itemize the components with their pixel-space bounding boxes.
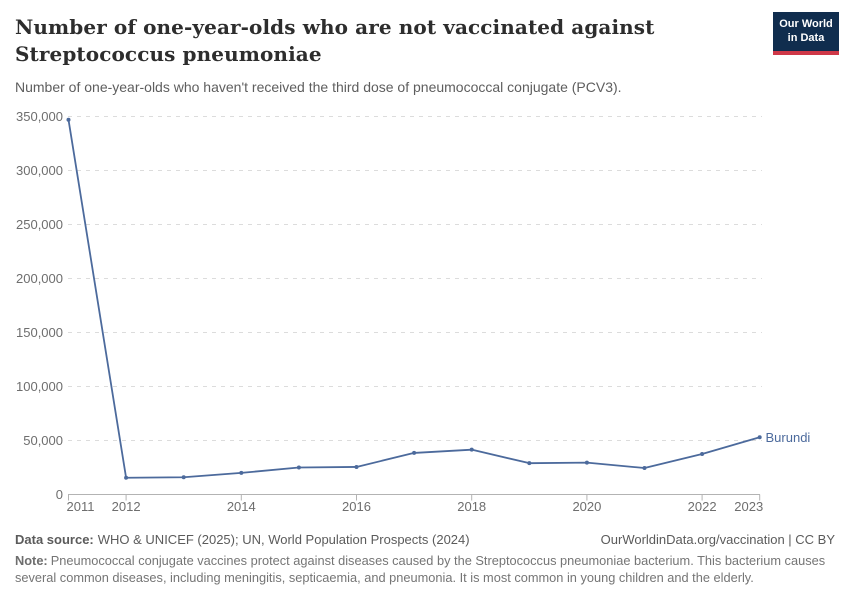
data-source-label: Data source: (15, 532, 94, 547)
y-tick-label: 150,000 (16, 325, 63, 340)
y-tick-label: 200,000 (16, 271, 63, 286)
data-point (296, 465, 301, 470)
note-label: Note: (15, 553, 48, 569)
line-chart: 0 50,000 100,000 150,000 200,000 250,000 300,0… (16, 109, 811, 514)
chart-footer: Data source: WHO & UNICEF (2025); UN, Wor… (15, 531, 835, 586)
data-point (354, 464, 359, 469)
x-tick-label: 2012 (112, 499, 141, 514)
y-tick-label: 350,000 (16, 109, 63, 124)
page-title: Number of one-year-olds who are not vacc… (15, 15, 655, 66)
data-source: Data source: WHO & UNICEF (2025); UN, Wor… (15, 531, 470, 549)
x-tick-label: 2014 (227, 499, 256, 514)
x-tick-label: 2018 (457, 499, 486, 514)
data-point (239, 470, 244, 475)
data-point (469, 447, 474, 452)
owid-citation-link[interactable]: OurWorldinData.org/vaccination | CC BY (600, 532, 835, 547)
chart-subtitle: Number of one-year-olds who haven't rece… (15, 79, 622, 95)
data-point (527, 461, 532, 466)
owid-logo-line2: in Data (787, 32, 825, 45)
data-point (700, 452, 705, 456)
note-text: Pneumococcal conjugate vaccines protect … (15, 553, 826, 586)
y-tick-label: 250,000 (16, 217, 63, 232)
data-point (757, 435, 762, 440)
x-tick-label: 2011 (67, 499, 95, 514)
y-tick-label: 50,000 (23, 433, 63, 448)
entity-label: Burundi (766, 430, 811, 445)
x-tick-label: 2023 (734, 499, 763, 514)
x-tick-label: 2016 (342, 499, 371, 514)
y-tick-label: 100,000 (16, 379, 63, 394)
data-point (584, 460, 589, 465)
x-tick-label: 2020 (572, 499, 601, 514)
note-row: Note: Pneumococcal conjugate vaccines pro… (15, 552, 835, 586)
data-source-text: WHO & UNICEF (2025); UN, World Populatio… (97, 532, 470, 547)
owid-logo: Our World in Data (773, 12, 839, 55)
y-tick-label: 0 (56, 487, 63, 502)
data-point (124, 475, 129, 480)
y-tick-label: 300,000 (16, 163, 63, 178)
data-point (66, 117, 71, 122)
x-tick-label: 2022 (688, 499, 717, 514)
data-point (412, 450, 417, 455)
sources-row: Data source: WHO & UNICEF (2025); UN, Wor… (15, 531, 835, 549)
chart-header: Number of one-year-olds who are not vacc… (15, 14, 750, 95)
data-point (181, 475, 186, 480)
owid-logo-line1: Our World (779, 18, 833, 30)
data-line (67, 118, 761, 479)
data-point (642, 466, 647, 471)
